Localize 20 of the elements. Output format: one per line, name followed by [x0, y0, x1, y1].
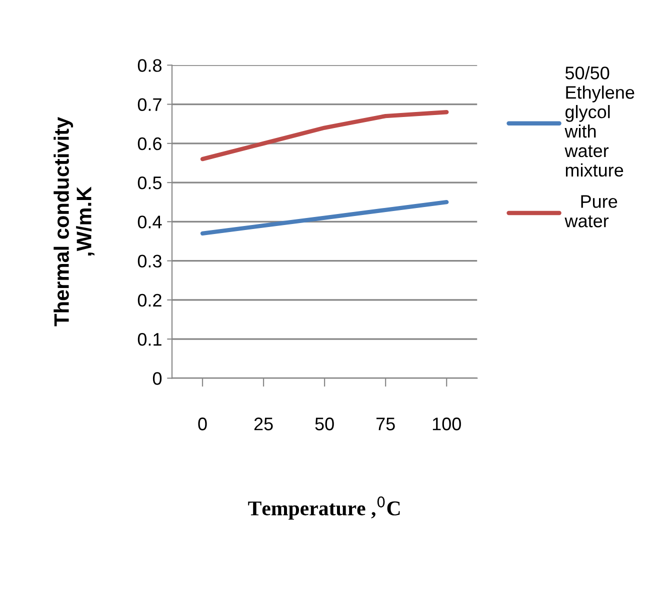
- y-tick-label: 0.1: [138, 332, 162, 346]
- y-axis-title: Thermal conductivity ,W/m.K: [54, 117, 94, 326]
- y-tick-label: 0.7: [138, 98, 162, 112]
- x-tick-label: 100: [432, 418, 461, 430]
- legend-label: Pure water: [564, 195, 618, 228]
- x-tick-label: 75: [376, 418, 395, 430]
- y-tick-label: 0.8: [138, 59, 162, 72]
- y-tick-label: 0.4: [138, 216, 162, 228]
- line-series: [200, 110, 449, 162]
- y-tick-label: 0.3: [138, 254, 162, 268]
- y-tick-label: 0.5: [138, 176, 162, 190]
- x-tick-label: 50: [315, 418, 334, 430]
- line-series: [200, 200, 449, 236]
- legend-label: 50/50 Ethylene glycol with water mixture: [564, 66, 634, 177]
- x-tick-label: 0: [198, 418, 207, 430]
- y-tick-label: 0: [152, 372, 162, 385]
- x-tick-label: 25: [254, 418, 273, 430]
- x-axis-title: Temperature ,$^{0}$C: [248, 496, 400, 520]
- y-tick-label: 0.6: [138, 137, 162, 150]
- y-tick-label: 0.2: [138, 294, 162, 307]
